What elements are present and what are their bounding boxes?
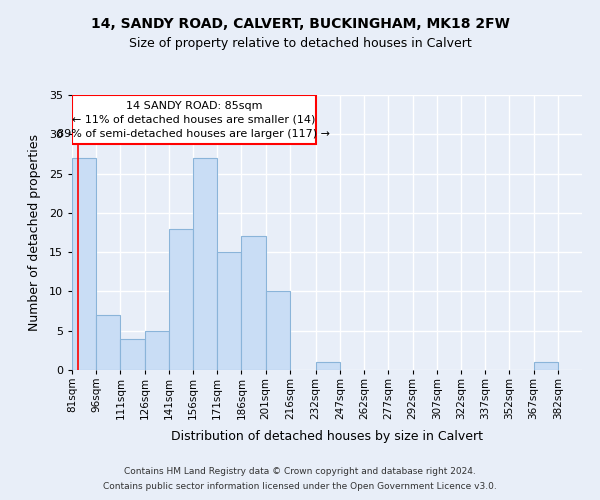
Bar <box>72 158 96 370</box>
Bar <box>121 338 145 370</box>
X-axis label: Distribution of detached houses by size in Calvert: Distribution of detached houses by size … <box>171 430 483 443</box>
Bar <box>533 362 558 370</box>
Bar <box>169 228 193 370</box>
Text: 89% of semi-detached houses are larger (117) →: 89% of semi-detached houses are larger (… <box>58 129 331 139</box>
Bar <box>145 330 169 370</box>
Bar <box>96 315 121 370</box>
Text: 14, SANDY ROAD, CALVERT, BUCKINGHAM, MK18 2FW: 14, SANDY ROAD, CALVERT, BUCKINGHAM, MK1… <box>91 18 509 32</box>
Bar <box>193 158 217 370</box>
Bar <box>266 292 290 370</box>
Text: ← 11% of detached houses are smaller (14): ← 11% of detached houses are smaller (14… <box>72 114 316 124</box>
Y-axis label: Number of detached properties: Number of detached properties <box>28 134 41 331</box>
Bar <box>217 252 241 370</box>
Text: Contains HM Land Registry data © Crown copyright and database right 2024.: Contains HM Land Registry data © Crown c… <box>124 467 476 476</box>
FancyBboxPatch shape <box>72 95 316 144</box>
Text: Contains public sector information licensed under the Open Government Licence v3: Contains public sector information licen… <box>103 482 497 491</box>
Text: 14 SANDY ROAD: 85sqm: 14 SANDY ROAD: 85sqm <box>125 100 262 110</box>
Bar <box>316 362 340 370</box>
Bar <box>241 236 266 370</box>
Text: Size of property relative to detached houses in Calvert: Size of property relative to detached ho… <box>128 38 472 51</box>
